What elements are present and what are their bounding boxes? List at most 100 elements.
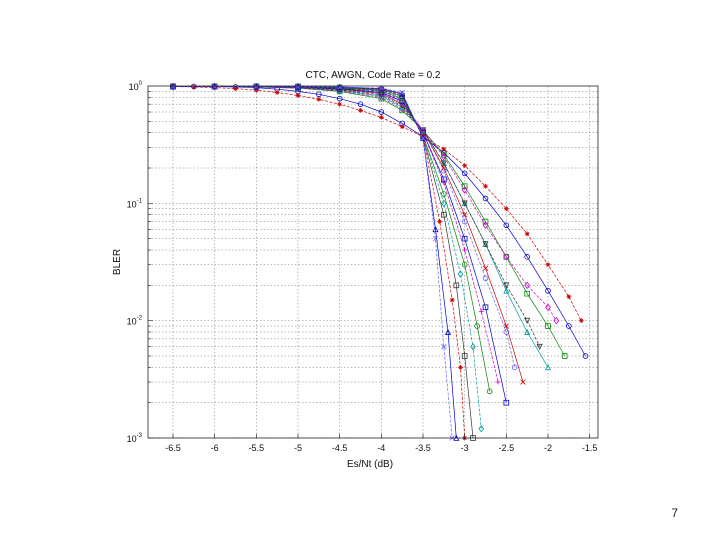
- data-point-square: [482, 218, 489, 225]
- data-point-diamond: [503, 253, 510, 261]
- data-point-square: [524, 290, 530, 297]
- data-point-cross: [482, 265, 489, 271]
- data-point-circle: [316, 91, 322, 98]
- data-point-triangle-up: [378, 92, 385, 99]
- data-point-square: [482, 304, 489, 311]
- data-point-square: [453, 282, 460, 289]
- data-point-star: [545, 262, 551, 268]
- data-point-circle: [461, 261, 468, 268]
- x-tick-label: -4: [377, 443, 385, 453]
- data-point-plus: [495, 379, 501, 385]
- data-point-cross: [336, 84, 343, 90]
- data-point-diamond: [470, 343, 476, 351]
- x-tick-label: -3: [461, 443, 469, 453]
- data-point-star: [458, 364, 463, 370]
- data-point-triangle-down: [503, 282, 510, 289]
- data-point-circle: [441, 167, 447, 174]
- data-point-triangle-down: [440, 160, 447, 167]
- data-point-cross: [295, 83, 301, 90]
- data-point-star: [503, 206, 509, 212]
- data-point-cross: [432, 235, 439, 242]
- data-point-diamond: [336, 83, 343, 92]
- data-point-diamond: [524, 281, 531, 289]
- data-point-star: [462, 163, 468, 168]
- data-point-diamond: [553, 317, 560, 325]
- data-point-star: [441, 146, 447, 152]
- data-point-circle: [486, 388, 493, 395]
- data-point-star: [233, 86, 238, 92]
- data-point-plus: [478, 308, 484, 314]
- data-point-circle: [582, 353, 589, 359]
- data-point-star: [191, 84, 197, 90]
- x-tick-label: -1.5: [582, 443, 598, 453]
- y-tick-label: 100: [129, 81, 143, 92]
- tick-layer: -6.5 -6 -5.5 -5 -4.5 -4 -3.5 -3 -2.5 -2 -1.5 100 10-…: [127, 81, 598, 453]
- x-tick-label: -4.5: [332, 443, 348, 453]
- data-point-diamond: [440, 153, 447, 161]
- data-point-circle: [461, 218, 468, 225]
- data-point-square: [545, 323, 551, 329]
- data-point-star: [378, 114, 384, 120]
- data-point-cross: [378, 85, 385, 91]
- data-point-square: [461, 235, 468, 242]
- data-point-diamond: [170, 82, 176, 91]
- y-tick-label: 10-1: [127, 198, 143, 209]
- data-point-cross: [441, 344, 447, 350]
- x-tick-label: -6.5: [165, 443, 181, 453]
- series-layer: [169, 82, 589, 441]
- data-point-triangle-down: [536, 343, 543, 350]
- data-point-square: [441, 211, 447, 218]
- data-point-plus: [462, 247, 468, 253]
- data-point-cross: [253, 83, 260, 90]
- data-point-diamond: [253, 82, 260, 91]
- chart-title: CTC, AWGN, Code Rate = 0.2: [306, 70, 441, 81]
- data-point-square: [441, 151, 447, 158]
- data-point-diamond: [482, 221, 489, 229]
- data-point-circle: [511, 364, 518, 371]
- data-point-triangle-up: [503, 287, 510, 294]
- data-point-cross: [461, 212, 468, 218]
- x-tick-label: -6: [211, 443, 219, 453]
- data-point-star: [483, 183, 488, 189]
- plot-area: [148, 86, 598, 438]
- data-point-triangle-up: [419, 134, 427, 141]
- x-tick-label: -5: [294, 443, 302, 453]
- data-point-cross: [520, 379, 526, 385]
- data-point-circle: [482, 195, 489, 202]
- data-point-star: [358, 107, 363, 113]
- data-point-star: [437, 219, 443, 224]
- data-point-circle: [378, 109, 385, 115]
- data-point-star: [337, 101, 343, 107]
- y-tick-label: 10-2: [127, 316, 143, 327]
- series-line: [173, 86, 499, 383]
- data-point-triangle-down: [482, 241, 489, 248]
- data-point-triangle-up: [444, 328, 452, 335]
- data-point-star: [524, 231, 530, 237]
- data-point-triangle-down: [524, 317, 531, 324]
- data-point-circle: [441, 191, 447, 197]
- data-point-cross: [420, 135, 426, 141]
- data-point-star: [566, 294, 572, 300]
- x-tick-label: -2: [544, 443, 552, 453]
- x-axis-label: Es/Nt (dB): [347, 459, 393, 470]
- data-point-circle: [566, 323, 572, 329]
- data-point-diamond: [457, 270, 464, 278]
- data-point-diamond: [478, 425, 485, 433]
- data-point-triangle-up: [544, 364, 552, 371]
- data-point-cross: [399, 89, 405, 96]
- data-point-circle: [336, 95, 343, 102]
- x-tick-label: -5.5: [249, 443, 265, 453]
- y-tick-label: 10-3: [127, 433, 143, 444]
- data-point-cross: [170, 83, 176, 90]
- series-line: [173, 86, 482, 429]
- data-point-circle: [524, 254, 530, 260]
- grid-layer: [148, 86, 598, 439]
- data-point-diamond: [295, 82, 301, 91]
- data-point-diamond: [440, 199, 447, 207]
- data-point-square: [503, 399, 510, 406]
- data-point-diamond: [211, 82, 218, 91]
- data-point-diamond: [461, 186, 468, 194]
- data-point-diamond: [545, 303, 551, 311]
- data-point-circle: [545, 287, 551, 294]
- data-point-star: [449, 297, 455, 303]
